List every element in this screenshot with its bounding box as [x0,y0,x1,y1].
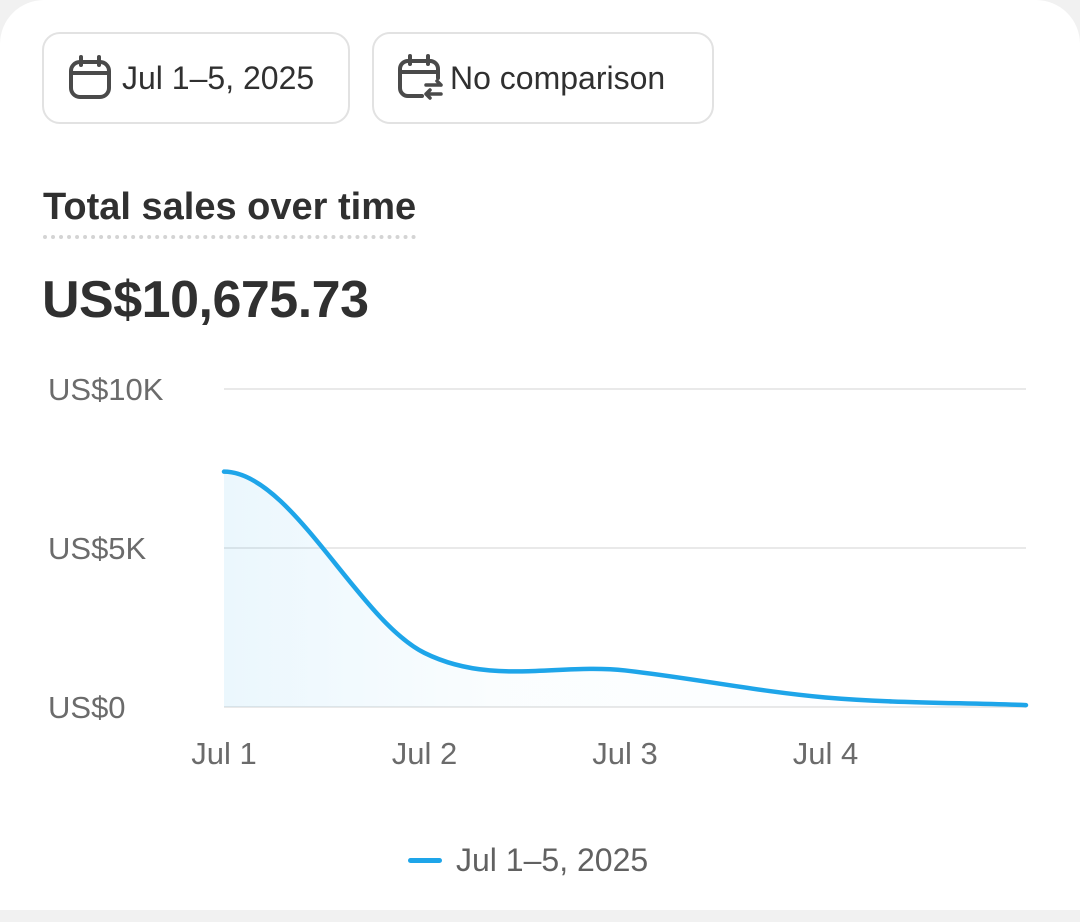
calendar-icon [66,54,114,102]
data-point [423,651,427,655]
y-tick-label: US$5K [48,531,147,566]
x-tick-label: Jul 2 [392,736,457,771]
data-point [623,668,627,672]
data-point [1024,703,1028,707]
y-tick-label: US$0 [48,690,126,725]
sales-line-chart: US$0 US$5K US$10K Jul 1 Jul 2 Jul 3 Jul 4 [48,372,1029,771]
calendar-compare-icon [396,54,444,102]
date-range-label: Jul 1–5, 2025 [122,59,315,96]
comparison-button[interactable]: No comparison [372,32,714,124]
y-tick-label: US$10K [48,372,164,407]
legend-swatch [408,857,442,863]
series-line [221,469,1029,708]
legend-label: Jul 1–5, 2025 [456,841,649,878]
chart-title[interactable]: Total sales over time [43,186,417,239]
x-tick-label: Jul 3 [592,736,657,771]
x-tick-label: Jul 4 [793,736,858,771]
total-sales-value: US$10,675.73 [42,271,369,329]
x-tick-label: Jul 1 [191,736,256,771]
date-range-button[interactable]: Jul 1–5, 2025 [42,32,350,124]
data-point [824,695,828,699]
chart-legend[interactable]: Jul 1–5, 2025 [408,838,648,882]
comparison-label: No comparison [450,59,666,96]
series-area [224,471,1026,707]
data-point [222,470,226,474]
